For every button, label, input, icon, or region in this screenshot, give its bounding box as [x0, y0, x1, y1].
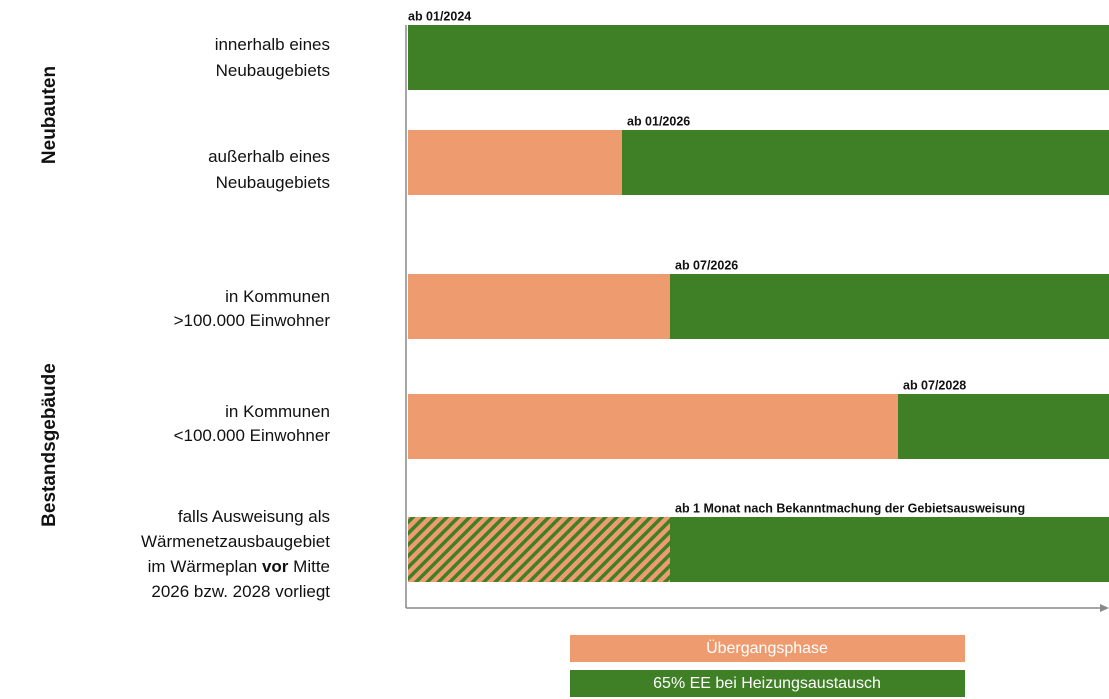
label-part: Mitte — [288, 557, 330, 576]
row-label: in Kommunen — [225, 402, 330, 421]
label-part: Wärmenetzausbaugebiet — [141, 532, 330, 551]
legend-label: 65% EE bei Heizungsaustausch — [653, 675, 881, 692]
legend-label: Übergangsphase — [706, 639, 828, 657]
transition-bar — [408, 274, 670, 339]
row-label: Wärmenetzausbaugebiet — [141, 532, 330, 551]
requirement-bar — [670, 274, 1109, 339]
requirement-bar — [670, 517, 1109, 582]
group-label: Bestandsgebäude — [39, 363, 60, 527]
date-label: ab 07/2026 — [675, 258, 738, 272]
row-label: außerhalb eines — [208, 147, 330, 166]
row-label: Neubaugebiets — [216, 173, 330, 192]
transition-bar — [408, 394, 898, 459]
row-label: <100.000 Einwohner — [174, 426, 331, 445]
label-part: <100.000 Einwohner — [174, 426, 331, 445]
hatched-phase — [408, 517, 670, 582]
row-label: falls Ausweisung als — [178, 507, 330, 526]
legend-swatch — [570, 635, 965, 662]
label-part: außerhalb eines — [208, 147, 330, 166]
row-label: 2026 bzw. 2028 vorliegt — [151, 582, 330, 601]
label-part: innerhalb eines — [215, 35, 330, 54]
group-label: Neubauten — [39, 66, 60, 164]
transition-bar — [408, 130, 622, 195]
label-part: falls Ausweisung als — [178, 507, 330, 526]
date-label: ab 01/2026 — [627, 114, 690, 128]
requirement-bar — [898, 394, 1109, 459]
date-label: ab 1 Monat nach Bekanntmachung der Gebie… — [675, 501, 1025, 515]
label-part: Neubaugebiets — [216, 173, 330, 192]
label-part: Neubaugebiets — [216, 61, 330, 80]
requirement-bar — [622, 130, 1109, 195]
axis-arrow — [1100, 604, 1109, 612]
label-part: in Kommunen — [225, 287, 330, 306]
requirement-bar — [408, 25, 1109, 90]
row-label: Neubaugebiets — [216, 61, 330, 80]
date-label: ab 07/2028 — [903, 378, 966, 392]
label-part: >100.000 Einwohner — [174, 311, 331, 330]
row-label: innerhalb eines — [215, 35, 330, 54]
row-label: in Kommunen — [225, 287, 330, 306]
date-label: ab 01/2024 — [408, 9, 471, 23]
label-part: 2026 bzw. 2028 vorliegt — [151, 582, 330, 601]
label-part: vor — [262, 557, 289, 576]
legend-swatch — [570, 670, 965, 697]
label-part: in Kommunen — [225, 402, 330, 421]
row-label: im Wärmeplan vor Mitte — [148, 557, 330, 576]
row-label: >100.000 Einwohner — [174, 311, 331, 330]
label-part: im Wärmeplan — [148, 557, 262, 576]
